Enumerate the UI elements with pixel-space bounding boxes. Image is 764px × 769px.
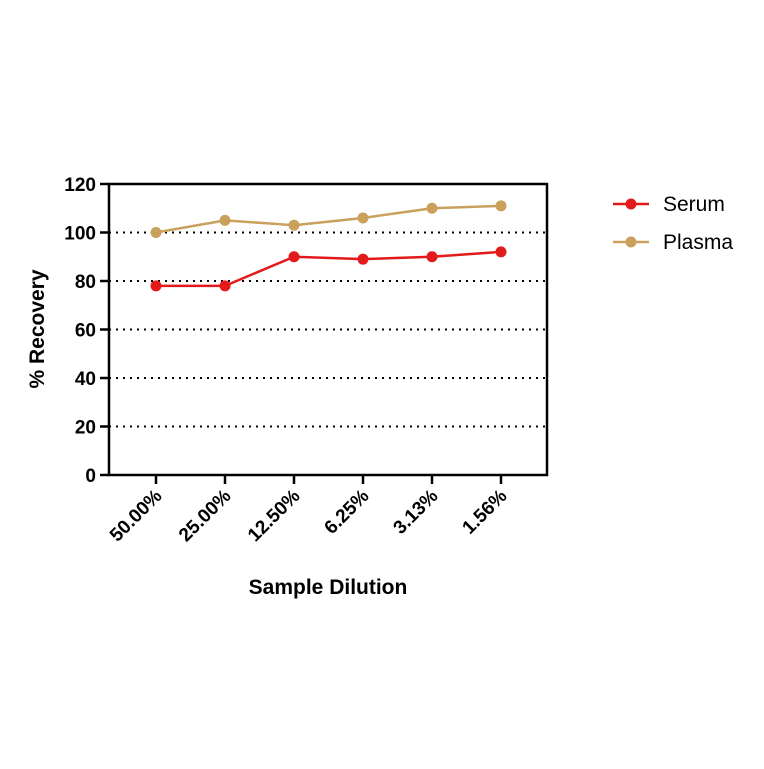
data-point-plasma: [426, 202, 438, 214]
y-axis-title: % Recovery: [26, 269, 49, 388]
data-point-plasma: [357, 212, 369, 224]
legend-label-serum: Serum: [663, 193, 725, 216]
data-point-serum: [219, 280, 231, 292]
x-axis-title: Sample Dilution: [249, 576, 408, 599]
x-tick-label: 50.00%: [106, 486, 166, 546]
x-tick-label: 6.25%: [321, 486, 374, 539]
legend-label-plasma: Plasma: [663, 231, 733, 254]
data-point-serum: [288, 251, 300, 263]
y-tick-label: 60: [75, 321, 96, 342]
grid-lines: [109, 231, 547, 428]
x-tick-label: 12.50%: [244, 486, 304, 546]
y-tick-label: 80: [75, 272, 96, 293]
x-tick-label: 1.56%: [459, 486, 512, 539]
y-tick-label: 20: [75, 418, 96, 439]
x-tick-label: 25.00%: [175, 486, 235, 546]
series-line-serum: [156, 250, 502, 288]
x-tick-label: 3.13%: [390, 486, 443, 539]
data-point-serum: [357, 253, 369, 265]
data-point-plasma: [495, 200, 507, 212]
legend-marker-serum: [625, 198, 637, 210]
y-tick-label: 120: [64, 175, 96, 196]
series-line-plasma: [155, 204, 502, 234]
series-group: [150, 200, 507, 292]
data-point-plasma: [150, 227, 162, 238]
axes: 0 20 40 60 80 100 120 50.00% 25.00% 12.50% 6.25% 3.…: [64, 175, 549, 546]
legend-marker-plasma: [625, 236, 637, 248]
y-tick-label: 100: [64, 224, 96, 245]
data-point-serum: [495, 246, 507, 258]
data-point-plasma: [288, 219, 300, 231]
data-point-plasma: [219, 214, 231, 226]
y-tick-label: 0: [85, 466, 96, 487]
legend: Serum Plasma: [613, 193, 733, 254]
y-tick-label: 40: [75, 369, 96, 390]
data-point-serum: [426, 251, 438, 263]
data-point-serum: [150, 280, 162, 292]
